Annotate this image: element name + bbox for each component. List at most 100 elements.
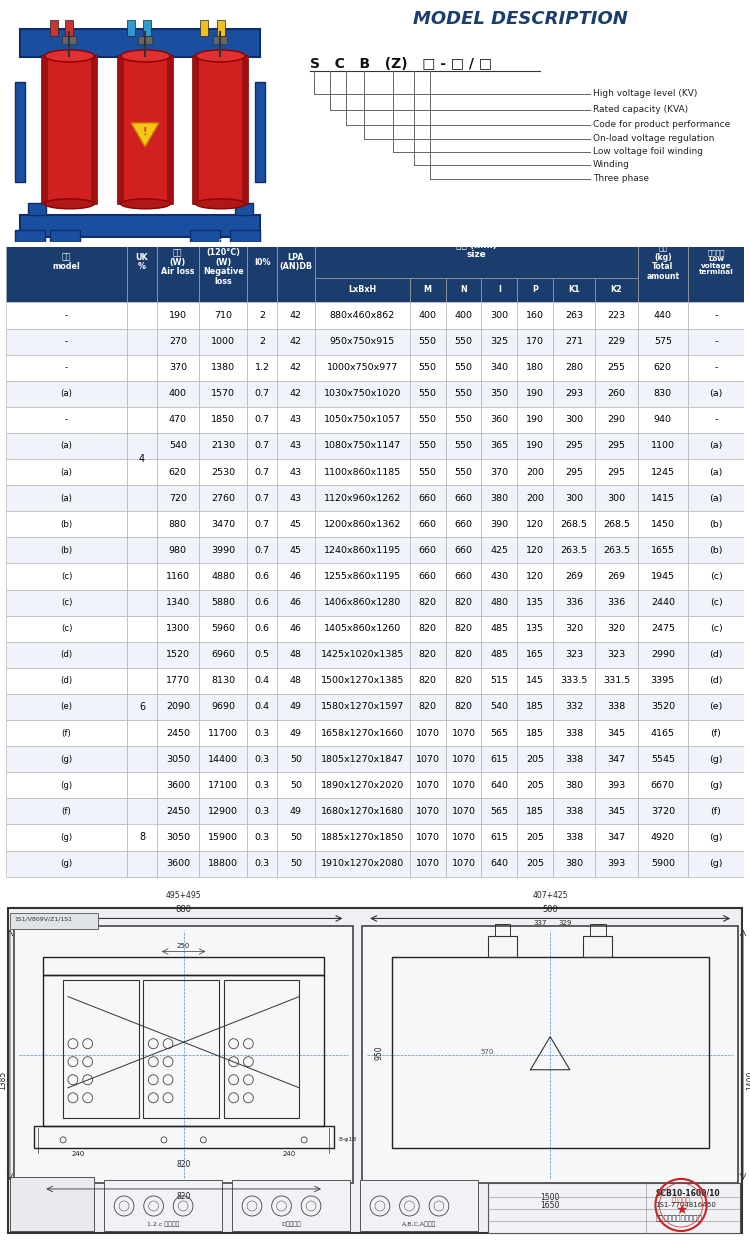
Text: 940: 940 <box>654 415 672 424</box>
Bar <box>128 222 157 303</box>
Bar <box>277 694 315 720</box>
Bar <box>518 407 554 433</box>
Text: 200: 200 <box>526 467 544 476</box>
Bar <box>6 485 128 511</box>
Text: 4880: 4880 <box>211 572 236 582</box>
Text: P: P <box>532 285 538 294</box>
Text: (a): (a) <box>710 494 723 502</box>
Bar <box>482 799 518 825</box>
Text: 338: 338 <box>566 755 584 764</box>
Text: 11700: 11700 <box>209 729 238 738</box>
Text: 1070: 1070 <box>452 781 476 790</box>
Text: 820: 820 <box>176 1159 190 1169</box>
Bar <box>554 773 596 799</box>
Bar <box>277 485 315 511</box>
Text: 0.7: 0.7 <box>255 415 270 424</box>
Bar <box>554 720 596 746</box>
Text: 0.4: 0.4 <box>255 676 270 686</box>
Text: 332: 332 <box>566 702 584 712</box>
Bar <box>688 537 744 563</box>
Bar <box>157 746 199 773</box>
Text: 3600: 3600 <box>166 859 190 868</box>
Text: 43: 43 <box>290 441 302 450</box>
Bar <box>248 589 277 615</box>
Text: 190: 190 <box>526 415 544 424</box>
Text: 380: 380 <box>490 494 508 502</box>
Bar <box>518 537 554 563</box>
Bar <box>446 407 482 433</box>
Bar <box>248 668 277 694</box>
Bar <box>596 615 638 642</box>
Bar <box>638 433 688 459</box>
Text: 45: 45 <box>290 520 302 528</box>
Text: 190: 190 <box>526 389 544 398</box>
Bar <box>277 407 315 433</box>
Text: 2: 2 <box>260 337 266 346</box>
Text: 1910x1270x2080: 1910x1270x2080 <box>321 859 404 868</box>
Bar <box>199 222 248 303</box>
Text: I: I <box>498 285 501 294</box>
Text: 205: 205 <box>526 859 544 868</box>
Text: 9690: 9690 <box>211 702 236 712</box>
Bar <box>128 773 157 799</box>
Bar <box>446 278 482 303</box>
Text: 370: 370 <box>169 363 187 372</box>
Text: 325: 325 <box>490 337 508 346</box>
Bar <box>688 433 744 459</box>
Text: 240: 240 <box>71 1151 85 1157</box>
Text: 190: 190 <box>526 441 544 450</box>
Text: 370: 370 <box>490 467 508 476</box>
Bar <box>688 485 744 511</box>
Text: 1070: 1070 <box>452 807 476 816</box>
Bar <box>248 355 277 381</box>
Bar <box>199 825 248 851</box>
Bar <box>248 381 277 407</box>
Text: (g): (g) <box>710 781 723 790</box>
Text: 260: 260 <box>608 389 625 398</box>
Bar <box>315 303 410 329</box>
Bar <box>554 511 596 537</box>
Text: 390: 390 <box>490 520 508 528</box>
Bar <box>446 511 482 537</box>
Bar <box>157 851 199 877</box>
Text: (a): (a) <box>61 389 73 398</box>
Bar <box>199 694 248 720</box>
Text: 0.4: 0.4 <box>255 702 270 712</box>
Bar <box>128 511 157 537</box>
Bar <box>446 668 482 694</box>
Text: 329: 329 <box>558 920 572 926</box>
Bar <box>410 381 446 407</box>
Bar <box>554 433 596 459</box>
Bar <box>315 642 410 668</box>
Bar <box>688 799 744 825</box>
Bar <box>482 720 518 746</box>
Text: 2450: 2450 <box>166 807 190 816</box>
Text: 0.7: 0.7 <box>255 494 270 502</box>
Bar <box>277 773 315 799</box>
Text: 1240x860x1195: 1240x860x1195 <box>324 546 401 554</box>
Text: 345: 345 <box>608 729 625 738</box>
Bar <box>199 563 248 589</box>
Text: 1400: 1400 <box>746 1071 750 1090</box>
Bar <box>596 537 638 563</box>
Text: 660: 660 <box>419 494 436 502</box>
Bar <box>688 407 744 433</box>
Bar <box>518 799 554 825</box>
Text: 820: 820 <box>454 676 472 686</box>
Bar <box>446 746 482 773</box>
Bar <box>482 851 518 877</box>
Bar <box>554 825 596 851</box>
Text: S   C   B   (Z)   □ - □ / □: S C B (Z) □ - □ / □ <box>310 57 492 71</box>
Text: 1850: 1850 <box>211 415 236 424</box>
Text: 830: 830 <box>654 389 672 398</box>
Text: (c): (c) <box>61 598 72 608</box>
Bar <box>6 642 128 668</box>
Bar <box>157 563 199 589</box>
Bar <box>248 303 277 329</box>
Text: 1000: 1000 <box>211 337 236 346</box>
Text: 2530: 2530 <box>211 467 236 476</box>
Bar <box>482 537 518 563</box>
Bar <box>688 222 744 303</box>
Text: 347: 347 <box>608 833 625 842</box>
Text: 271: 271 <box>566 337 584 346</box>
